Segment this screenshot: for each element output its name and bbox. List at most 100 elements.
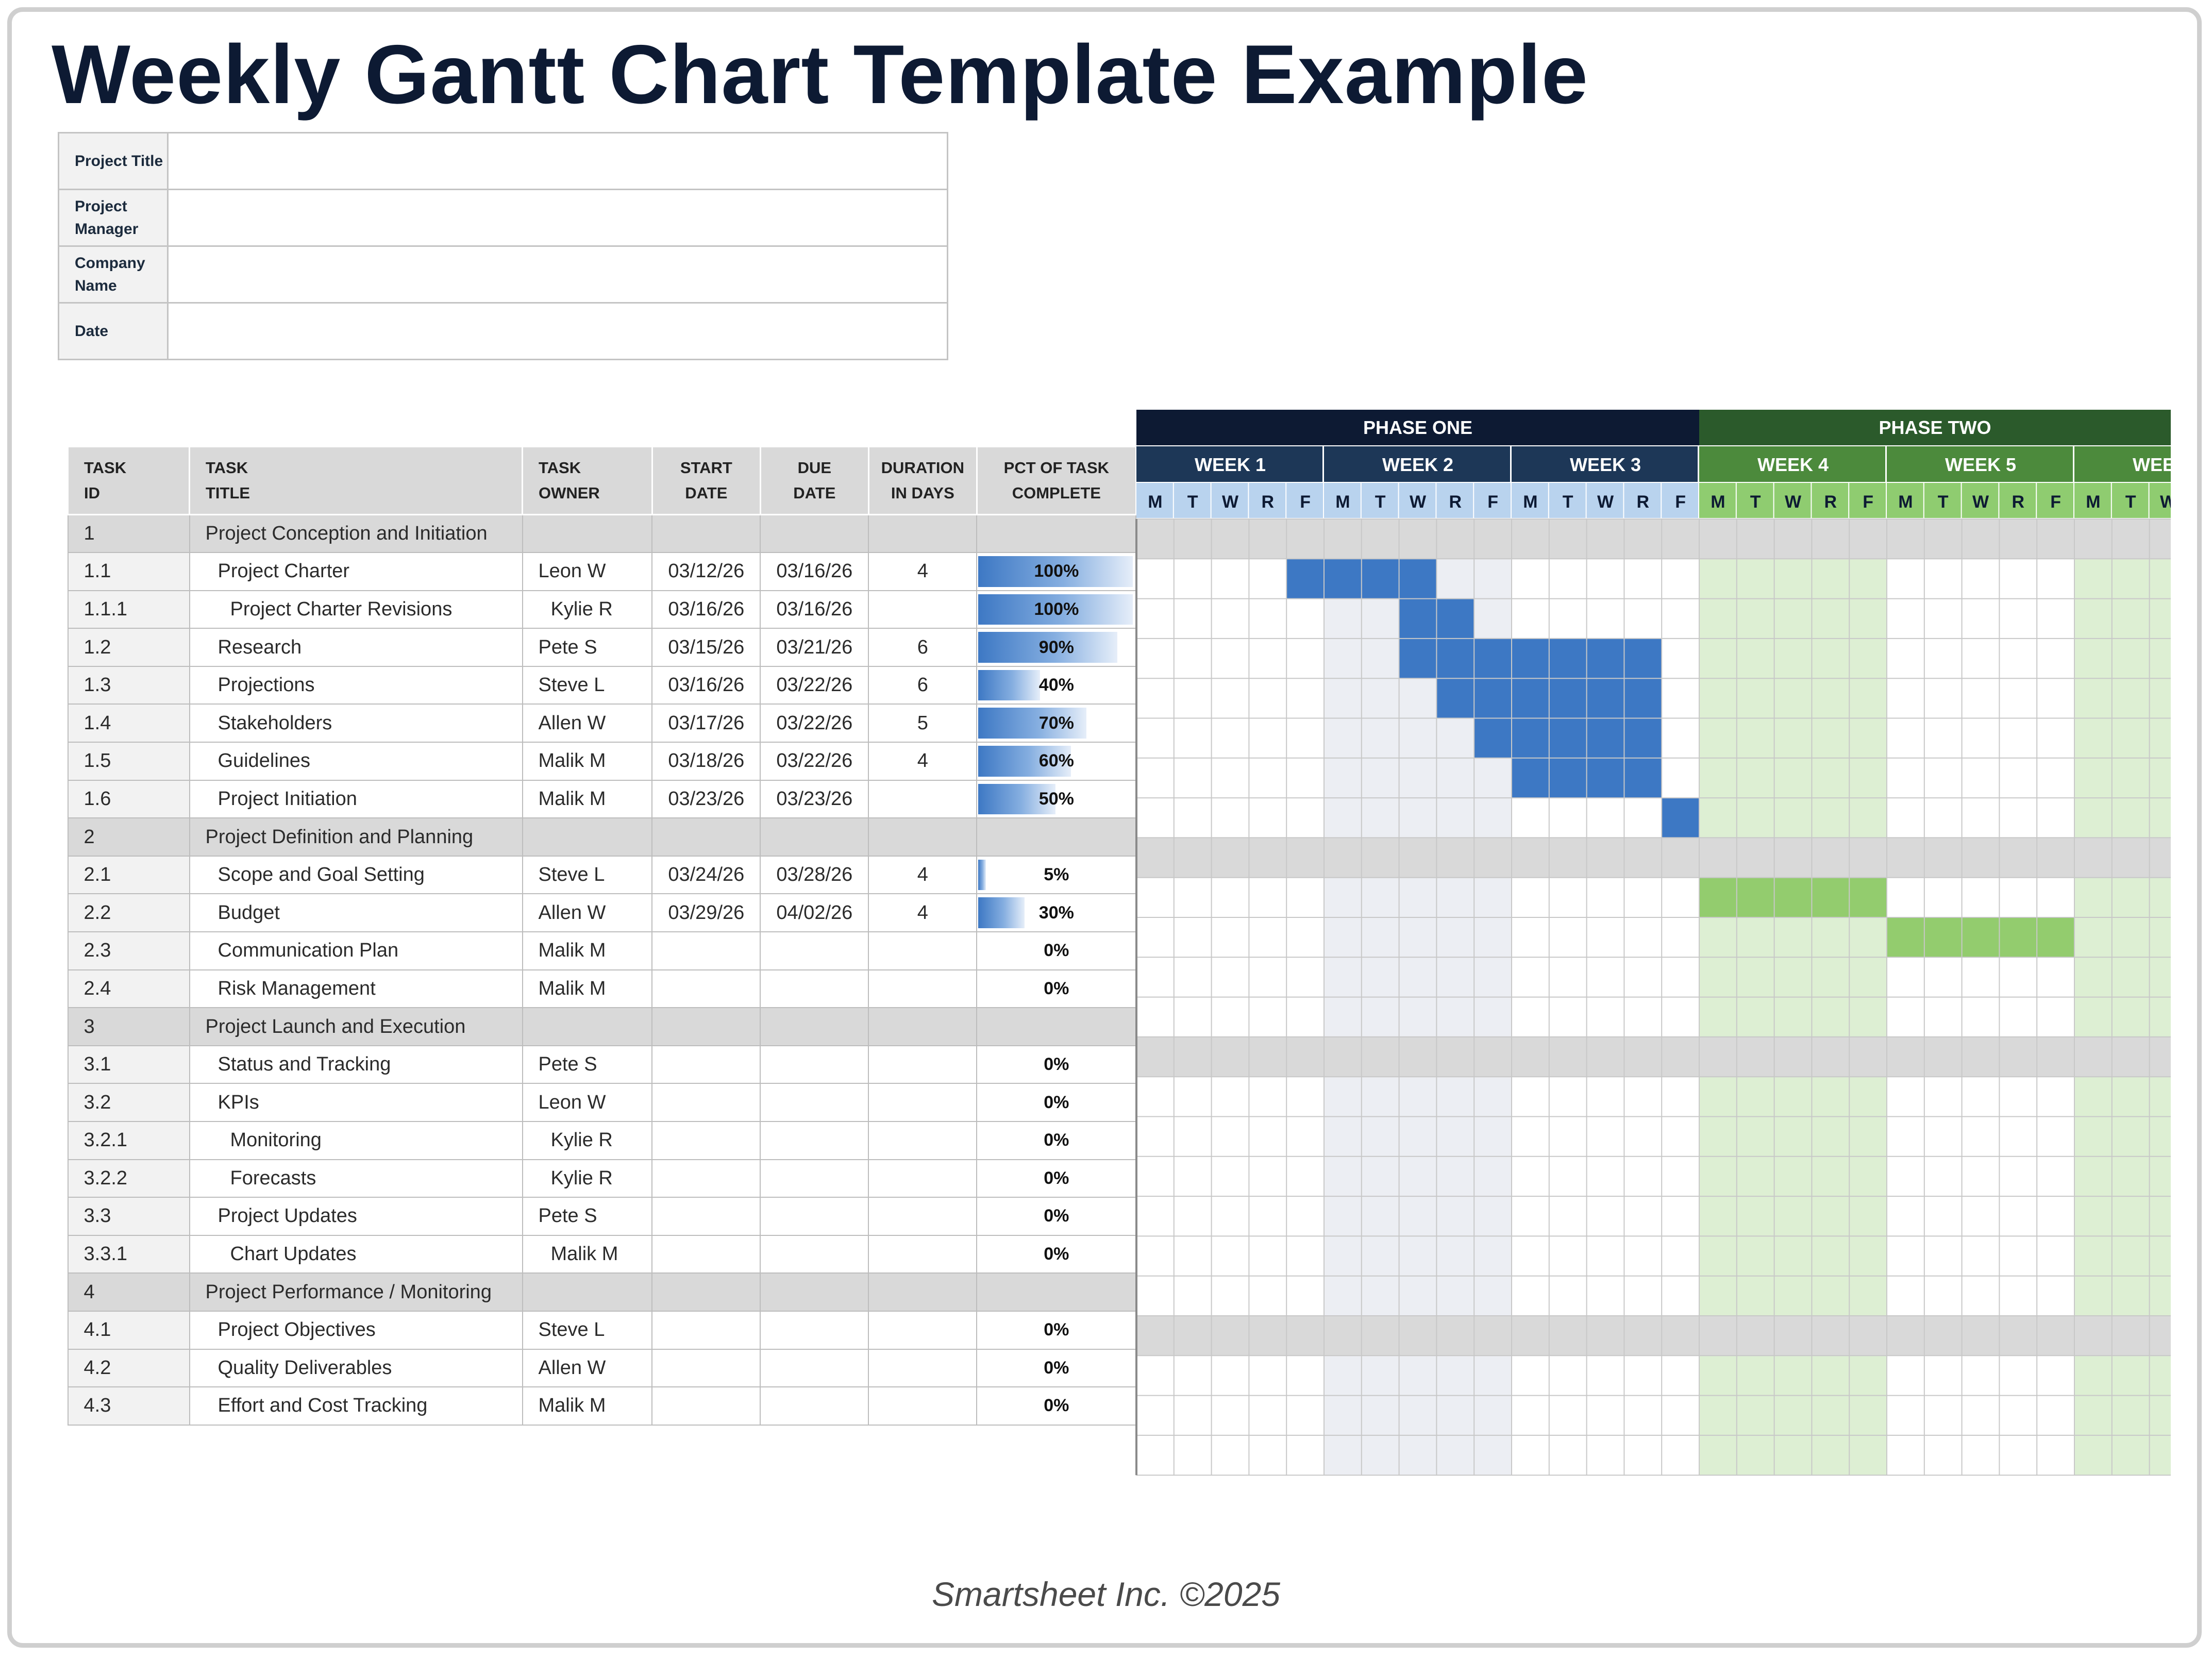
start-date-cell[interactable] [651,514,761,554]
task-owner-cell[interactable]: Steve L [522,855,653,895]
task-title-cell[interactable]: Research [189,628,523,667]
duration-cell[interactable] [868,514,978,554]
task-owner-cell[interactable]: Kylie R [522,1159,653,1198]
due-date-cell[interactable]: 03/16/26 [760,590,869,629]
task-title-cell[interactable]: Project Charter [189,552,523,591]
due-date-cell[interactable]: 04/02/26 [760,893,869,933]
due-date-cell[interactable] [760,1007,869,1046]
duration-cell[interactable] [868,931,978,970]
start-date-cell[interactable]: 03/29/26 [651,893,761,933]
due-date-cell[interactable]: 03/22/26 [760,704,869,743]
task-owner-cell[interactable]: Pete S [522,628,653,667]
start-date-cell[interactable] [651,1348,761,1388]
pct-complete-cell[interactable]: 0% [976,1083,1137,1122]
pct-complete-cell[interactable] [976,817,1137,857]
task-title-cell[interactable]: Budget [189,893,523,933]
task-title-cell[interactable]: Project Performance / Monitoring [189,1272,523,1312]
start-date-cell[interactable]: 03/16/26 [651,590,761,629]
pct-complete-cell[interactable]: 0% [976,1197,1137,1236]
duration-cell[interactable]: 4 [868,552,978,591]
duration-cell[interactable] [868,779,978,819]
due-date-cell[interactable] [760,931,869,970]
duration-cell[interactable] [868,1007,978,1046]
task-id-cell[interactable]: 3.2 [67,1083,190,1122]
pct-complete-cell[interactable]: 5% [976,855,1137,895]
project-title-field[interactable] [167,132,948,190]
task-owner-cell[interactable]: Steve L [522,665,653,705]
start-date-cell[interactable] [651,931,761,970]
company-name-field[interactable] [167,245,948,304]
start-date-cell[interactable]: 03/15/26 [651,628,761,667]
task-title-cell[interactable]: Scope and Goal Setting [189,855,523,895]
task-owner-cell[interactable]: Malik M [522,1386,653,1426]
pct-complete-cell[interactable]: 0% [976,1348,1137,1388]
task-owner-cell[interactable] [522,817,653,857]
due-date-cell[interactable] [760,969,869,1009]
start-date-cell[interactable]: 03/23/26 [651,779,761,819]
task-owner-cell[interactable]: Leon W [522,1083,653,1122]
task-title-cell[interactable]: Quality Deliverables [189,1348,523,1388]
task-id-cell[interactable]: 4.1 [67,1310,190,1350]
task-id-cell[interactable]: 1.3 [67,665,190,705]
due-date-cell[interactable] [760,1348,869,1388]
task-id-cell[interactable]: 4.3 [67,1386,190,1426]
task-title-cell[interactable]: Projections [189,665,523,705]
duration-cell[interactable] [868,590,978,629]
pct-complete-cell[interactable]: 100% [976,590,1137,629]
duration-cell[interactable] [868,1159,978,1198]
duration-cell[interactable] [868,1310,978,1350]
task-title-cell[interactable]: Guidelines [189,742,523,781]
task-title-cell[interactable]: Project Updates [189,1197,523,1236]
task-owner-cell[interactable]: Kylie R [522,590,653,629]
task-owner-cell[interactable]: Pete S [522,1197,653,1236]
start-date-cell[interactable] [651,1007,761,1046]
task-id-cell[interactable]: 3.3.1 [67,1234,190,1274]
pct-complete-cell[interactable]: 40% [976,665,1137,705]
task-id-cell[interactable]: 1.6 [67,779,190,819]
start-date-cell[interactable]: 03/12/26 [651,552,761,591]
duration-cell[interactable]: 4 [868,742,978,781]
task-title-cell[interactable]: Risk Management [189,969,523,1009]
task-owner-cell[interactable]: Leon W [522,552,653,591]
task-title-cell[interactable]: Chart Updates [189,1234,523,1274]
pct-complete-cell[interactable]: 30% [976,893,1137,933]
due-date-cell[interactable] [760,1310,869,1350]
pct-complete-cell[interactable]: 0% [976,1310,1137,1350]
start-date-cell[interactable] [651,1272,761,1312]
date-field[interactable] [167,302,948,360]
due-date-cell[interactable] [760,1045,869,1084]
pct-complete-cell[interactable]: 0% [976,969,1137,1009]
duration-cell[interactable] [868,1083,978,1122]
duration-cell[interactable]: 5 [868,704,978,743]
pct-complete-cell[interactable]: 100% [976,552,1137,591]
task-id-cell[interactable]: 1 [67,514,190,554]
task-title-cell[interactable]: Stakeholders [189,704,523,743]
duration-cell[interactable]: 4 [868,855,978,895]
pct-complete-cell[interactable]: 0% [976,1121,1137,1160]
task-owner-cell[interactable]: Malik M [522,969,653,1009]
task-id-cell[interactable]: 3.1 [67,1045,190,1084]
pct-complete-cell[interactable]: 50% [976,779,1137,819]
task-id-cell[interactable]: 4.2 [67,1348,190,1388]
task-title-cell[interactable]: KPIs [189,1083,523,1122]
task-id-cell[interactable]: 1.1.1 [67,590,190,629]
start-date-cell[interactable] [651,1121,761,1160]
start-date-cell[interactable]: 03/17/26 [651,704,761,743]
task-owner-cell[interactable]: Malik M [522,1234,653,1274]
start-date-cell[interactable]: 03/24/26 [651,855,761,895]
due-date-cell[interactable] [760,1272,869,1312]
start-date-cell[interactable] [651,1310,761,1350]
task-title-cell[interactable]: Project Objectives [189,1310,523,1350]
task-title-cell[interactable]: Communication Plan [189,931,523,970]
duration-cell[interactable] [868,969,978,1009]
pct-complete-cell[interactable]: 0% [976,1159,1137,1198]
start-date-cell[interactable]: 03/18/26 [651,742,761,781]
pct-complete-cell[interactable] [976,1007,1137,1046]
due-date-cell[interactable] [760,1234,869,1274]
task-id-cell[interactable]: 3 [67,1007,190,1046]
task-owner-cell[interactable] [522,514,653,554]
task-owner-cell[interactable]: Steve L [522,1310,653,1350]
duration-cell[interactable]: 6 [868,628,978,667]
pct-complete-cell[interactable]: 70% [976,704,1137,743]
task-id-cell[interactable]: 1.1 [67,552,190,591]
